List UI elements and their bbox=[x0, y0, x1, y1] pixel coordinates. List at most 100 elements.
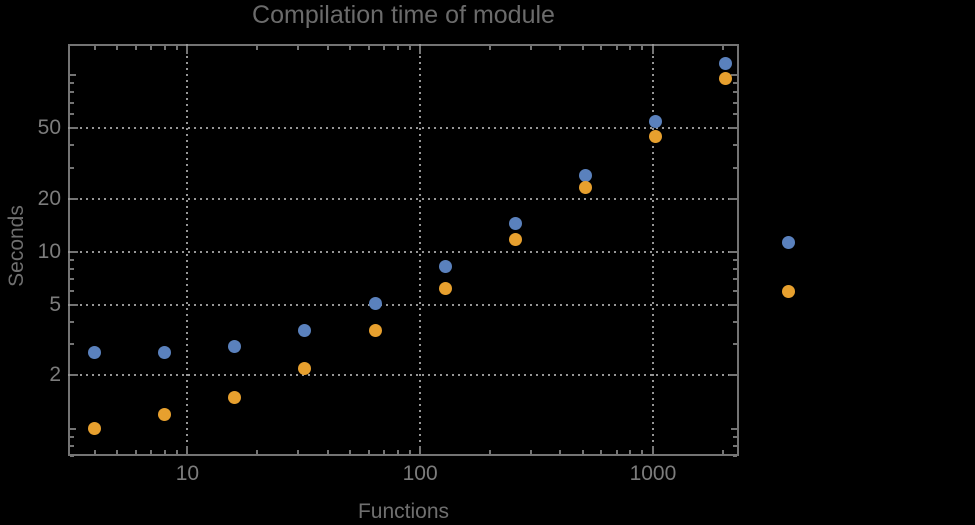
x-axis-tick bbox=[175, 46, 178, 50]
y-axis-tick bbox=[70, 101, 74, 104]
y-axis-tick bbox=[70, 166, 74, 169]
x-gridline bbox=[651, 44, 654, 456]
y-axis-tick bbox=[70, 197, 78, 200]
x-axis-tick bbox=[581, 46, 584, 50]
x-axis-tick bbox=[629, 450, 632, 454]
y-axis-tick bbox=[729, 127, 737, 130]
x-tick-label: 100 bbox=[402, 462, 438, 485]
data-point-orange bbox=[368, 323, 382, 337]
y-axis-tick bbox=[731, 427, 737, 430]
y-axis-tick bbox=[733, 166, 737, 169]
y-axis-tick bbox=[733, 82, 737, 85]
y-gridline bbox=[68, 127, 739, 130]
y-axis-tick bbox=[70, 343, 74, 346]
data-point-blue bbox=[438, 259, 452, 273]
y-axis-tick bbox=[733, 290, 737, 293]
data-point-blue bbox=[578, 169, 592, 183]
y-axis-tick bbox=[733, 278, 737, 281]
x-axis-tick bbox=[408, 46, 411, 50]
x-axis-tick bbox=[349, 450, 352, 454]
x-axis-tick bbox=[349, 46, 352, 50]
y-axis-tick bbox=[729, 197, 737, 200]
y-axis-tick bbox=[733, 258, 737, 261]
x-axis-tick bbox=[396, 46, 399, 50]
y-axis-tick bbox=[70, 74, 76, 77]
x-axis-tick bbox=[163, 450, 166, 454]
x-axis-label: Functions bbox=[357, 500, 450, 523]
x-axis-tick bbox=[93, 450, 96, 454]
y-axis-tick bbox=[70, 91, 74, 94]
y-axis-tick bbox=[729, 374, 737, 377]
x-axis-tick bbox=[600, 450, 603, 454]
y-axis-tick bbox=[70, 113, 74, 116]
x-axis-tick bbox=[530, 450, 533, 454]
data-point-orange bbox=[228, 390, 242, 404]
plot-area bbox=[68, 44, 739, 457]
y-tick-label: 10 bbox=[37, 239, 61, 263]
x-axis-tick bbox=[629, 46, 632, 50]
data-point-orange bbox=[648, 129, 662, 143]
legend-marker-blue-series-marker-icon bbox=[781, 235, 795, 249]
data-point-orange bbox=[508, 233, 522, 247]
y-axis-tick bbox=[70, 304, 78, 307]
x-axis-tick bbox=[150, 46, 153, 50]
chart-title: Compilation time of module bbox=[252, 1, 555, 29]
y-axis-tick bbox=[70, 455, 74, 457]
data-point-orange bbox=[438, 282, 452, 296]
y-axis-tick bbox=[733, 113, 737, 116]
x-axis-tick bbox=[489, 450, 492, 454]
y-axis-tick bbox=[731, 74, 737, 77]
y-axis-tick bbox=[70, 321, 74, 324]
x-axis-tick bbox=[297, 46, 300, 50]
x-gridline bbox=[186, 44, 189, 456]
y-tick-label: 5 bbox=[49, 293, 61, 317]
y-axis-tick bbox=[70, 435, 74, 438]
x-axis-tick bbox=[408, 450, 411, 454]
x-axis-tick bbox=[116, 450, 119, 454]
data-point-blue bbox=[368, 297, 382, 311]
x-axis-tick bbox=[600, 46, 603, 50]
data-point-orange bbox=[578, 181, 592, 195]
data-point-blue bbox=[88, 345, 102, 359]
x-axis-tick bbox=[326, 450, 329, 454]
x-axis-tick bbox=[326, 46, 329, 50]
data-point-orange bbox=[298, 361, 312, 375]
x-axis-tick bbox=[186, 446, 189, 454]
data-point-blue bbox=[158, 345, 172, 359]
x-axis-tick bbox=[175, 450, 178, 454]
y-axis-tick bbox=[733, 144, 737, 147]
data-point-orange bbox=[718, 71, 732, 85]
x-axis-tick bbox=[186, 46, 189, 54]
y-axis-tick bbox=[733, 444, 737, 447]
x-axis-tick bbox=[297, 450, 300, 454]
y-axis-tick bbox=[70, 127, 78, 130]
x-axis-tick bbox=[383, 450, 386, 454]
data-point-blue bbox=[648, 114, 662, 128]
x-tick-label: 10 bbox=[175, 462, 200, 485]
x-axis-tick bbox=[419, 446, 422, 454]
data-point-blue bbox=[298, 323, 312, 337]
data-point-blue bbox=[508, 217, 522, 231]
y-axis-tick bbox=[733, 91, 737, 94]
x-axis-tick bbox=[134, 450, 137, 454]
x-axis-tick bbox=[419, 46, 422, 54]
y-tick-label: 50 bbox=[37, 116, 61, 140]
x-axis-tick bbox=[256, 46, 259, 50]
x-axis-tick bbox=[93, 46, 96, 50]
y-gridline bbox=[68, 374, 739, 377]
x-axis-tick bbox=[383, 46, 386, 50]
y-axis-tick bbox=[729, 250, 737, 253]
x-axis-tick bbox=[615, 450, 618, 454]
y-axis-tick bbox=[70, 258, 74, 261]
x-axis-tick bbox=[367, 46, 370, 50]
y-axis-tick bbox=[70, 268, 74, 270]
x-axis-tick bbox=[150, 450, 153, 454]
y-axis-tick bbox=[733, 343, 737, 346]
y-axis-tick bbox=[70, 144, 74, 147]
y-axis-tick bbox=[733, 321, 737, 324]
data-point-blue bbox=[718, 56, 732, 70]
x-gridline bbox=[419, 44, 422, 456]
y-axis-tick bbox=[70, 444, 74, 447]
x-axis-tick bbox=[651, 446, 654, 454]
y-axis-tick bbox=[729, 304, 737, 307]
